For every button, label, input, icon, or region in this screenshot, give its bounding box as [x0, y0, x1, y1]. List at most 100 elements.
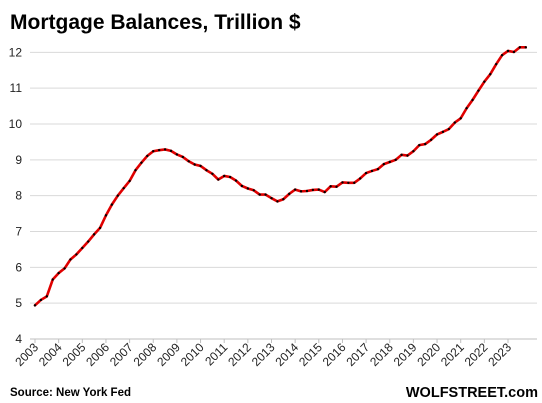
data-point	[193, 163, 196, 166]
data-point	[45, 295, 49, 298]
data-point	[477, 89, 480, 92]
data-point	[435, 133, 439, 136]
data-point	[506, 49, 510, 53]
data-point	[418, 143, 421, 147]
x-tick-label: 2015	[296, 340, 325, 369]
data-point	[75, 253, 78, 256]
data-point	[317, 188, 320, 191]
data-point	[483, 80, 486, 83]
y-tick-label: 7	[15, 225, 22, 239]
x-tick-label: 2011	[202, 340, 230, 368]
data-point	[441, 130, 445, 134]
data-point	[500, 54, 504, 57]
data-point	[157, 148, 161, 152]
data-point	[51, 278, 54, 281]
data-point	[98, 226, 102, 230]
data-point	[57, 271, 60, 275]
wolfstreet-brand: WOLFSTREET.com	[406, 385, 538, 401]
data-point	[187, 160, 190, 163]
data-point	[217, 178, 220, 181]
data-point	[293, 188, 297, 191]
data-point	[364, 171, 368, 175]
data-point	[394, 158, 397, 162]
data-point	[518, 46, 522, 49]
data-point	[512, 50, 516, 54]
data-point	[429, 138, 433, 141]
data-point	[400, 153, 403, 157]
x-tick-label: 2013	[249, 340, 278, 369]
data-point	[87, 240, 90, 243]
data-point	[116, 194, 119, 197]
chart-title: Mortgage Balances, Trillion $	[10, 11, 301, 34]
x-tick-label: 2017	[343, 340, 372, 369]
gridlines	[30, 51, 537, 340]
data-point	[276, 200, 279, 203]
data-point	[163, 148, 167, 151]
data-point	[447, 127, 451, 131]
data-point	[494, 62, 498, 66]
data-point	[288, 192, 291, 196]
y-tick-label: 8	[15, 189, 22, 203]
y-tick-label: 5	[15, 296, 22, 310]
y-tick-label: 4	[15, 332, 22, 346]
x-tick-label: 2020	[414, 340, 443, 369]
x-axis-ticks: 2003200420052006200720082009201020112012…	[12, 339, 514, 369]
data-point	[347, 181, 350, 184]
data-point	[140, 161, 143, 164]
data-point	[282, 198, 285, 201]
data-point	[335, 185, 338, 188]
y-tick-label: 9	[15, 153, 22, 167]
data-point	[382, 162, 386, 166]
data-point	[459, 117, 462, 120]
data-point	[524, 46, 527, 49]
data-point	[223, 174, 226, 178]
data-point	[134, 169, 137, 172]
series-layer	[33, 46, 528, 307]
y-axis-ticks: 4 5 6 7 8 9 10 11 12	[9, 45, 23, 346]
data-point	[240, 184, 244, 188]
y-tick-label: 12	[9, 45, 23, 59]
data-point	[146, 154, 149, 158]
x-tick-label: 2021	[438, 340, 467, 369]
data-point	[175, 153, 179, 156]
data-point	[246, 187, 250, 190]
x-tick-label: 2022	[462, 340, 491, 369]
x-tick-label: 2016	[320, 340, 349, 369]
data-point	[205, 169, 208, 172]
x-tick-label: 2019	[391, 340, 420, 369]
data-point	[471, 98, 474, 102]
data-point	[270, 196, 273, 200]
x-tick-label: 2008	[131, 340, 160, 369]
data-point	[311, 188, 315, 192]
data-point	[341, 181, 344, 184]
data-point	[489, 72, 492, 76]
x-tick-label: 2005	[60, 340, 89, 369]
x-tick-label: 2007	[107, 340, 136, 369]
y-tick-label: 6	[15, 260, 22, 274]
data-point	[104, 214, 108, 217]
series-line	[33, 46, 528, 307]
data-point	[69, 258, 72, 261]
data-point	[228, 175, 232, 179]
data-point	[299, 190, 303, 193]
data-point	[122, 186, 125, 190]
data-point	[264, 193, 267, 196]
x-tick-label: 2010	[178, 340, 207, 369]
data-point	[81, 246, 84, 250]
x-tick-label: 2009	[154, 340, 183, 369]
source-note: Source: New York Fed	[10, 387, 131, 399]
data-point	[388, 160, 391, 164]
data-point	[92, 233, 96, 236]
data-point	[234, 179, 238, 182]
data-point	[252, 189, 255, 192]
y-tick-label: 11	[10, 81, 23, 95]
data-point	[152, 150, 155, 153]
data-point	[406, 154, 409, 157]
x-tick-label: 2023	[485, 340, 514, 369]
data-point	[370, 169, 374, 173]
data-point	[353, 181, 356, 184]
x-tick-label: 2006	[83, 340, 112, 369]
y-tick-label: 10	[9, 117, 23, 131]
data-point	[453, 121, 456, 124]
